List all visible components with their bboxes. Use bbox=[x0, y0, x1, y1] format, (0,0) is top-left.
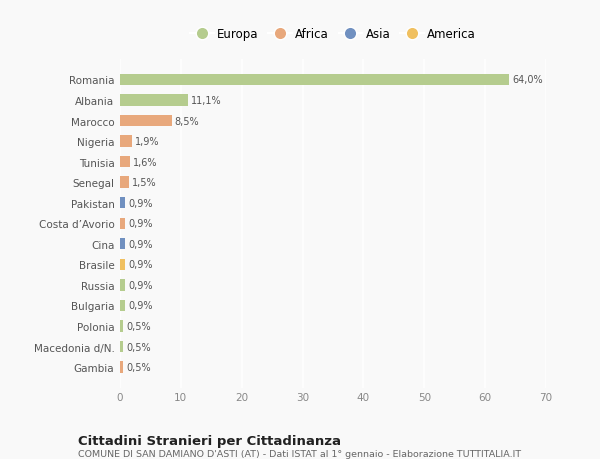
Legend: Europa, Africa, Asia, America: Europa, Africa, Asia, America bbox=[185, 23, 481, 45]
Text: 0,9%: 0,9% bbox=[128, 280, 153, 290]
Bar bbox=[120, 362, 123, 373]
Bar bbox=[120, 341, 123, 353]
Bar bbox=[120, 136, 131, 147]
Bar bbox=[120, 218, 125, 230]
Bar bbox=[120, 259, 125, 270]
Text: 1,6%: 1,6% bbox=[133, 157, 157, 167]
Bar bbox=[120, 177, 129, 188]
Text: 0,9%: 0,9% bbox=[128, 198, 153, 208]
Text: 64,0%: 64,0% bbox=[512, 75, 543, 85]
Bar bbox=[120, 300, 125, 311]
Text: Cittadini Stranieri per Cittadinanza: Cittadini Stranieri per Cittadinanza bbox=[78, 434, 341, 447]
Text: 0,5%: 0,5% bbox=[126, 342, 151, 352]
Bar bbox=[120, 239, 125, 250]
Text: 0,9%: 0,9% bbox=[128, 239, 153, 249]
Bar bbox=[120, 321, 123, 332]
Text: 0,9%: 0,9% bbox=[128, 219, 153, 229]
Text: 1,5%: 1,5% bbox=[132, 178, 157, 188]
Bar bbox=[120, 280, 125, 291]
Bar bbox=[120, 157, 130, 168]
Text: 0,5%: 0,5% bbox=[126, 362, 151, 372]
Bar bbox=[120, 198, 125, 209]
Bar bbox=[120, 116, 172, 127]
Text: 11,1%: 11,1% bbox=[191, 96, 221, 106]
Text: 0,5%: 0,5% bbox=[126, 321, 151, 331]
Text: 8,5%: 8,5% bbox=[175, 116, 199, 126]
Text: COMUNE DI SAN DAMIANO D'ASTI (AT) - Dati ISTAT al 1° gennaio - Elaborazione TUTT: COMUNE DI SAN DAMIANO D'ASTI (AT) - Dati… bbox=[78, 449, 521, 458]
Text: 1,9%: 1,9% bbox=[134, 137, 159, 147]
Text: 0,9%: 0,9% bbox=[128, 260, 153, 270]
Bar bbox=[120, 75, 509, 86]
Text: 0,9%: 0,9% bbox=[128, 301, 153, 311]
Bar bbox=[120, 95, 188, 106]
